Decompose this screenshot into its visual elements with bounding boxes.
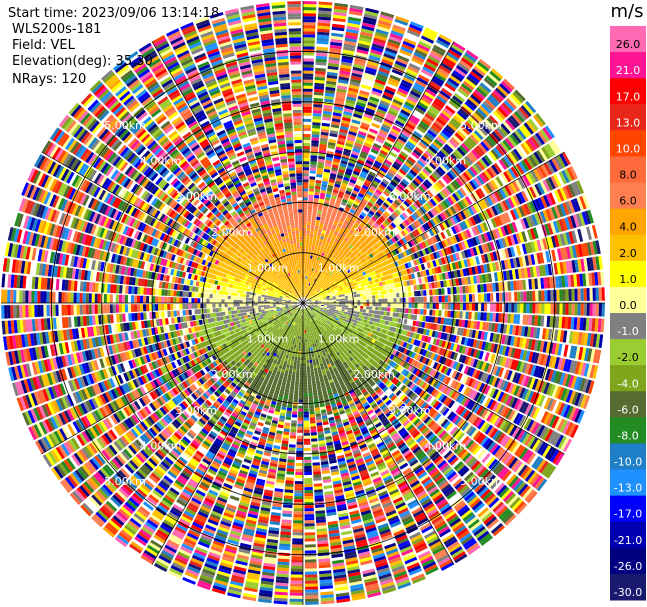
colorbar-tick-1: 21.0: [616, 64, 641, 77]
colorbar-tick-15: -8.0: [617, 429, 638, 442]
colorbar-swatch-5: [610, 156, 646, 184]
colorbar: m/s 26.0 21.0 17.0 13.0 10.0 8.0 6.0 4.0 2.0 1.0 0…: [610, 1, 646, 601]
colorbar-swatch-14: [610, 391, 646, 418]
colorbar-swatch-4: [610, 130, 646, 157]
colorbar-tick-18: -17.0: [614, 508, 642, 521]
azimuth-spoke-150: [302, 302, 455, 565]
colorbar-swatch-19: [610, 521, 646, 549]
range-ring-labels: 1.00km 1.00km 1.00km 1.00km 2.00km 2.00km 2.00…: [104, 119, 501, 488]
colorbar-tick-0: 26.0: [616, 38, 641, 51]
colorbar-tick-12: -2.0: [617, 351, 638, 364]
colorbar-swatch-3: [610, 104, 646, 131]
range-label-2-az135: 2.00km: [353, 368, 395, 381]
range-label-4-az135: 4.00km: [425, 439, 467, 452]
colorbar-swatch-20: [610, 547, 646, 575]
colorbar-swatch-6: [610, 182, 646, 210]
range-label-4-az45: 4.00km: [425, 155, 467, 168]
colorbar-swatch-1: [610, 52, 646, 79]
azimuth-spoke-330: [151, 41, 304, 304]
colorbar-swatch-8: [610, 234, 646, 262]
colorbar-swatch-9: [610, 260, 646, 288]
range-label-5-az45: 5.00km: [460, 119, 502, 132]
colorbar-tick-19: -21.0: [614, 534, 642, 547]
colorbar-tick-16: -10.0: [614, 456, 642, 469]
colorbar-swatch-2: [610, 78, 646, 105]
field-label: Field: VEL: [12, 38, 75, 53]
nrays-label: NRays: 120: [12, 72, 87, 87]
colorbar-tick-4: 10.0: [616, 142, 641, 155]
colorbar-tick-14: -6.0: [617, 403, 638, 416]
azimuth-spoke-300: [41, 151, 304, 304]
range-label-5-az135: 5.00km: [460, 475, 502, 488]
colorbar-swatch-13: [610, 365, 646, 392]
colorbar-unit: m/s: [611, 1, 644, 22]
range-label-4-az225: 4.00km: [140, 439, 182, 452]
azimuth-spoke-30: [302, 41, 455, 304]
colorbar-tick-3: 13.0: [616, 116, 641, 129]
instrument-label: WLS200s-181: [12, 22, 102, 37]
range-label-1-az315: 1.00km: [247, 261, 289, 274]
azimuth-spoke-60: [302, 151, 565, 304]
colorbar-tick-20: -26.0: [614, 560, 642, 573]
colorbar-tick-9: 1.0: [619, 273, 637, 286]
colorbar-swatch-21: [610, 573, 646, 601]
range-label-1-az225: 1.00km: [247, 333, 289, 346]
colorbar-swatch-15: [610, 417, 646, 444]
range-label-5-az315: 5.00km: [104, 119, 146, 132]
range-label-2-az315: 2.00km: [211, 226, 253, 239]
colorbar-tick-5: 8.0: [619, 169, 637, 182]
range-label-1-az45: 1.00km: [318, 261, 360, 274]
colorbar-swatch-0: [610, 26, 646, 53]
colorbar-tick-2: 17.0: [616, 90, 641, 103]
azimuth-spoke-240: [41, 302, 304, 455]
azimuth-spokes: [1, 1, 605, 605]
colorbar-tick-11: -1.0: [617, 325, 638, 338]
colorbar-swatch-7: [610, 208, 646, 236]
colorbar-swatch-18: [610, 495, 646, 523]
colorbar-tick-21: -30.0: [614, 586, 642, 599]
colorbar-tick-10: 0.0: [619, 299, 637, 312]
range-label-3-az225: 3.00km: [175, 404, 217, 417]
colorbar-tick-13: -4.0: [617, 377, 638, 390]
range-label-2-az45: 2.00km: [353, 226, 395, 239]
azimuth-spoke-120: [302, 302, 565, 455]
range-label-5-az225: 5.00km: [104, 475, 146, 488]
colorbar-tick-7: 4.0: [619, 221, 637, 234]
colorbar-swatch-11: [610, 313, 646, 340]
colorbar-tick-8: 2.0: [619, 247, 637, 260]
range-label-4-az315: 4.00km: [140, 155, 182, 168]
range-label-3-az315: 3.00km: [175, 190, 217, 203]
elevation-label: Elevation(deg): 35.30: [12, 54, 153, 69]
azimuth-spoke-210: [151, 302, 304, 565]
colorbar-swatch-12: [610, 339, 646, 366]
range-label-3-az45: 3.00km: [389, 190, 431, 203]
range-label-1-az135: 1.00km: [318, 333, 360, 346]
range-label-2-az225: 2.00km: [211, 368, 253, 381]
colorbar-swatch-17: [610, 469, 646, 497]
colorbar-tick-6: 6.0: [619, 195, 637, 208]
colorbar-tick-17: -13.0: [614, 482, 642, 495]
range-label-3-az135: 3.00km: [389, 404, 431, 417]
colorbar-swatch-10: [610, 286, 646, 314]
velocity-cells: [1, 1, 605, 605]
colorbar-swatch-16: [610, 443, 646, 471]
start-time-label: Start time: 2023/09/06 13:14:18: [8, 6, 220, 21]
